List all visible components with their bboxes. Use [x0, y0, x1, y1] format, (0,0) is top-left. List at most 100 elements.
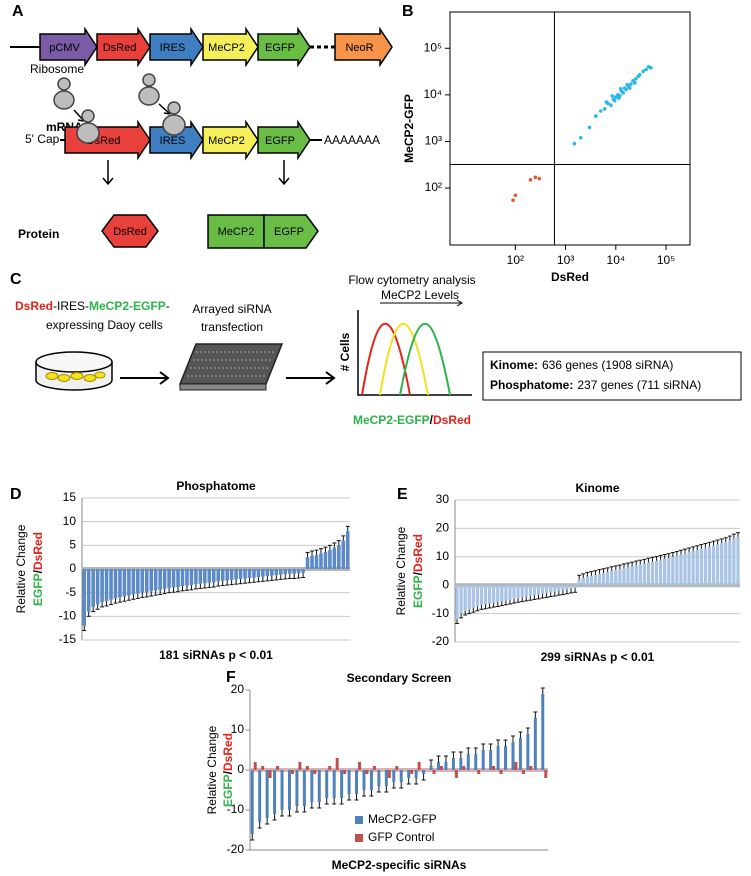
bar	[347, 770, 351, 794]
error-bar	[339, 798, 344, 805]
arrow	[120, 371, 170, 385]
bar	[444, 762, 448, 770]
error-bar	[487, 603, 492, 609]
error-bar	[654, 556, 659, 561]
error-bar	[525, 727, 530, 734]
error-bar	[715, 539, 720, 545]
error-bar	[687, 547, 692, 553]
levels-text: MeCP2 Levels	[381, 288, 459, 302]
bar	[167, 569, 171, 588]
error-bar	[302, 806, 307, 813]
panel-label: D	[10, 486, 22, 503]
bar	[463, 585, 467, 611]
error-bar	[540, 593, 545, 599]
y-tick-label: 10⁵	[424, 40, 442, 54]
error-bar	[495, 602, 500, 607]
error-bar	[638, 559, 643, 565]
y-tick-label: -10	[432, 606, 450, 620]
bar	[544, 585, 549, 594]
error-bar	[451, 751, 456, 758]
y-tick-label: 5	[69, 538, 76, 552]
bar	[337, 545, 341, 569]
bar	[313, 770, 317, 774]
error-bar	[113, 598, 118, 604]
error-bar	[287, 573, 292, 579]
error-bar	[544, 593, 549, 598]
bar	[268, 770, 272, 778]
bar	[679, 554, 683, 586]
error-bar	[479, 605, 484, 610]
error-bar	[556, 590, 561, 596]
bar	[265, 569, 270, 577]
bar	[358, 762, 362, 770]
cells-axis: # Cells	[338, 332, 352, 371]
error-bar	[597, 569, 602, 574]
bar	[317, 770, 321, 802]
text-part: /	[430, 413, 434, 427]
gene-label: NeoR	[345, 42, 373, 54]
error-bar	[540, 687, 545, 694]
text-part: /	[221, 770, 235, 774]
bar	[487, 585, 492, 604]
zero-band	[455, 583, 740, 588]
data-point	[602, 107, 607, 111]
error-bar	[305, 551, 310, 558]
error-bar	[265, 576, 270, 582]
bar	[544, 770, 548, 778]
library-detail: 237 genes (711 siRNA)	[577, 378, 701, 392]
bar	[407, 770, 411, 778]
bar	[532, 585, 537, 596]
error-bar	[135, 593, 140, 599]
transfection-text: transfection	[201, 320, 263, 334]
x-tick-label: 10⁴	[607, 253, 626, 267]
panel-label: B	[402, 3, 414, 20]
bar	[699, 548, 703, 586]
bar	[667, 557, 671, 586]
error-bar	[243, 578, 248, 584]
error-bar	[86, 611, 91, 617]
legend-label: GFP Control	[368, 830, 434, 844]
error-bar	[548, 592, 553, 598]
bar	[189, 569, 194, 586]
bar	[549, 585, 553, 593]
legend-label: MeCP2-GFP	[368, 812, 437, 826]
bar	[462, 766, 466, 770]
cells-text: expressing Daoy cells	[46, 318, 163, 332]
error-bar	[518, 731, 523, 738]
transfection-text: Arrayed siRNA	[192, 302, 271, 316]
y-tick-label: -5	[65, 585, 76, 599]
bar	[270, 569, 274, 576]
y-tick-label: 10⁴	[423, 87, 442, 101]
error-bar	[491, 602, 496, 608]
bar	[541, 694, 545, 770]
bar	[340, 770, 344, 798]
y-tick-label: 10	[63, 514, 77, 528]
y-axis-label: EGFP/DsRed	[411, 534, 425, 608]
error-bar	[292, 573, 297, 579]
bar	[395, 766, 399, 770]
dish-top	[35, 351, 113, 373]
protein-dsred	[101, 214, 159, 248]
error-bar	[650, 556, 655, 562]
data-point	[594, 114, 598, 118]
error-bar	[613, 565, 618, 571]
flow-title: Flow cytometry analysis	[348, 273, 475, 287]
text-part: /	[31, 569, 45, 573]
error-bar	[117, 597, 122, 603]
histogram-curve	[379, 323, 429, 396]
error-bar	[280, 810, 285, 817]
data-point	[629, 82, 633, 86]
bar	[466, 754, 470, 770]
bar	[265, 770, 269, 818]
bar	[561, 585, 565, 591]
bar	[323, 551, 328, 569]
error-bar	[670, 552, 675, 557]
bar	[280, 770, 284, 810]
bar	[414, 770, 418, 778]
histogram-axes	[357, 310, 472, 396]
bar	[467, 585, 471, 610]
y-tick-label: 20	[436, 521, 450, 535]
error-bar	[552, 591, 557, 597]
error-bar	[510, 735, 515, 742]
bar	[287, 569, 292, 574]
